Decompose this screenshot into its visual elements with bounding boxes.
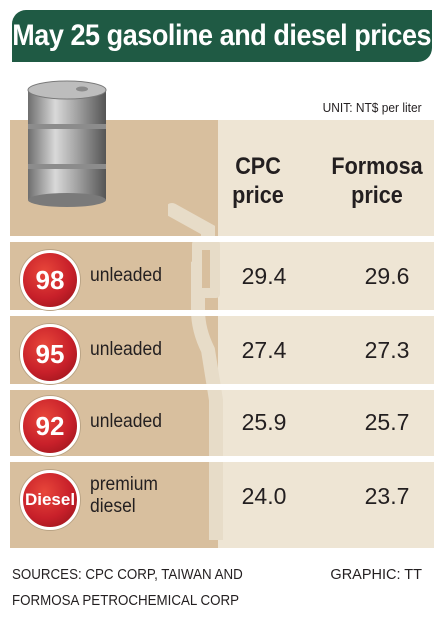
column-header-cpc-line2: price bbox=[232, 182, 284, 209]
row-separator bbox=[10, 456, 434, 462]
formosa-price: 25.7 bbox=[364, 408, 410, 435]
fuel-type-label: unleaded bbox=[90, 388, 162, 456]
chart-title: May 25 gasoline and diesel prices bbox=[12, 19, 432, 52]
fuel-grade-badge: 95 bbox=[20, 324, 80, 384]
sources-note: SOURCES: CPC CORP, TAIWAN AND FORMOSA PE… bbox=[12, 562, 243, 614]
sources-line2: FORMOSA PETROCHEMICAL CORP bbox=[12, 593, 240, 609]
cpc-price: 29.4 bbox=[241, 262, 287, 289]
cpc-price: 25.9 bbox=[241, 408, 287, 435]
formosa-price: 23.7 bbox=[364, 482, 410, 509]
column-header-formosa-line1: Formosa bbox=[331, 153, 423, 180]
fuel-type-label: premium diesel bbox=[90, 462, 158, 530]
graphic-credit: GRAPHIC: TT bbox=[330, 567, 422, 583]
column-header-formosa-line2: price bbox=[351, 182, 403, 209]
table-row: 98 unleaded 29.4 29.6 bbox=[10, 242, 434, 310]
row-separator bbox=[10, 236, 434, 242]
cpc-price: 27.4 bbox=[241, 336, 287, 363]
fuel-nozzle-icon bbox=[168, 203, 223, 540]
column-header-formosa: Formosa price bbox=[328, 152, 427, 210]
column-header-cpc-line1: CPC bbox=[235, 153, 281, 180]
fuel-type-label-line2: diesel bbox=[90, 496, 136, 517]
fuel-type-label-line1: unleaded bbox=[90, 265, 162, 286]
fuel-type-label-line1: premium bbox=[90, 474, 158, 495]
cpc-price: 24.0 bbox=[241, 482, 287, 509]
row-separator bbox=[10, 310, 434, 316]
row-separator bbox=[10, 384, 434, 390]
formosa-price: 29.6 bbox=[364, 262, 410, 289]
fuel-type-label-line1: unleaded bbox=[90, 339, 162, 360]
sources-line1: SOURCES: CPC CORP, TAIWAN AND bbox=[12, 567, 243, 583]
oil-barrel-icon bbox=[27, 80, 107, 207]
fuel-type-label: unleaded bbox=[90, 242, 162, 310]
fuel-grade-badge: Diesel bbox=[20, 470, 80, 530]
title-bar: May 25 gasoline and diesel prices bbox=[12, 10, 432, 62]
table-row: 92 unleaded 25.9 25.7 bbox=[10, 388, 434, 456]
table-row: Diesel premium diesel 24.0 23.7 bbox=[10, 462, 434, 530]
formosa-price: 27.3 bbox=[364, 336, 410, 363]
fuel-type-label-line1: unleaded bbox=[90, 411, 162, 432]
column-header-cpc: CPC price bbox=[218, 152, 297, 210]
fuel-grade-badge: 98 bbox=[20, 250, 80, 310]
fuel-grade-badge: 92 bbox=[20, 396, 80, 456]
fuel-type-label: unleaded bbox=[90, 316, 162, 384]
table-row: 95 unleaded 27.4 27.3 bbox=[10, 316, 434, 384]
unit-label: UNIT: NT$ per liter bbox=[322, 100, 422, 115]
